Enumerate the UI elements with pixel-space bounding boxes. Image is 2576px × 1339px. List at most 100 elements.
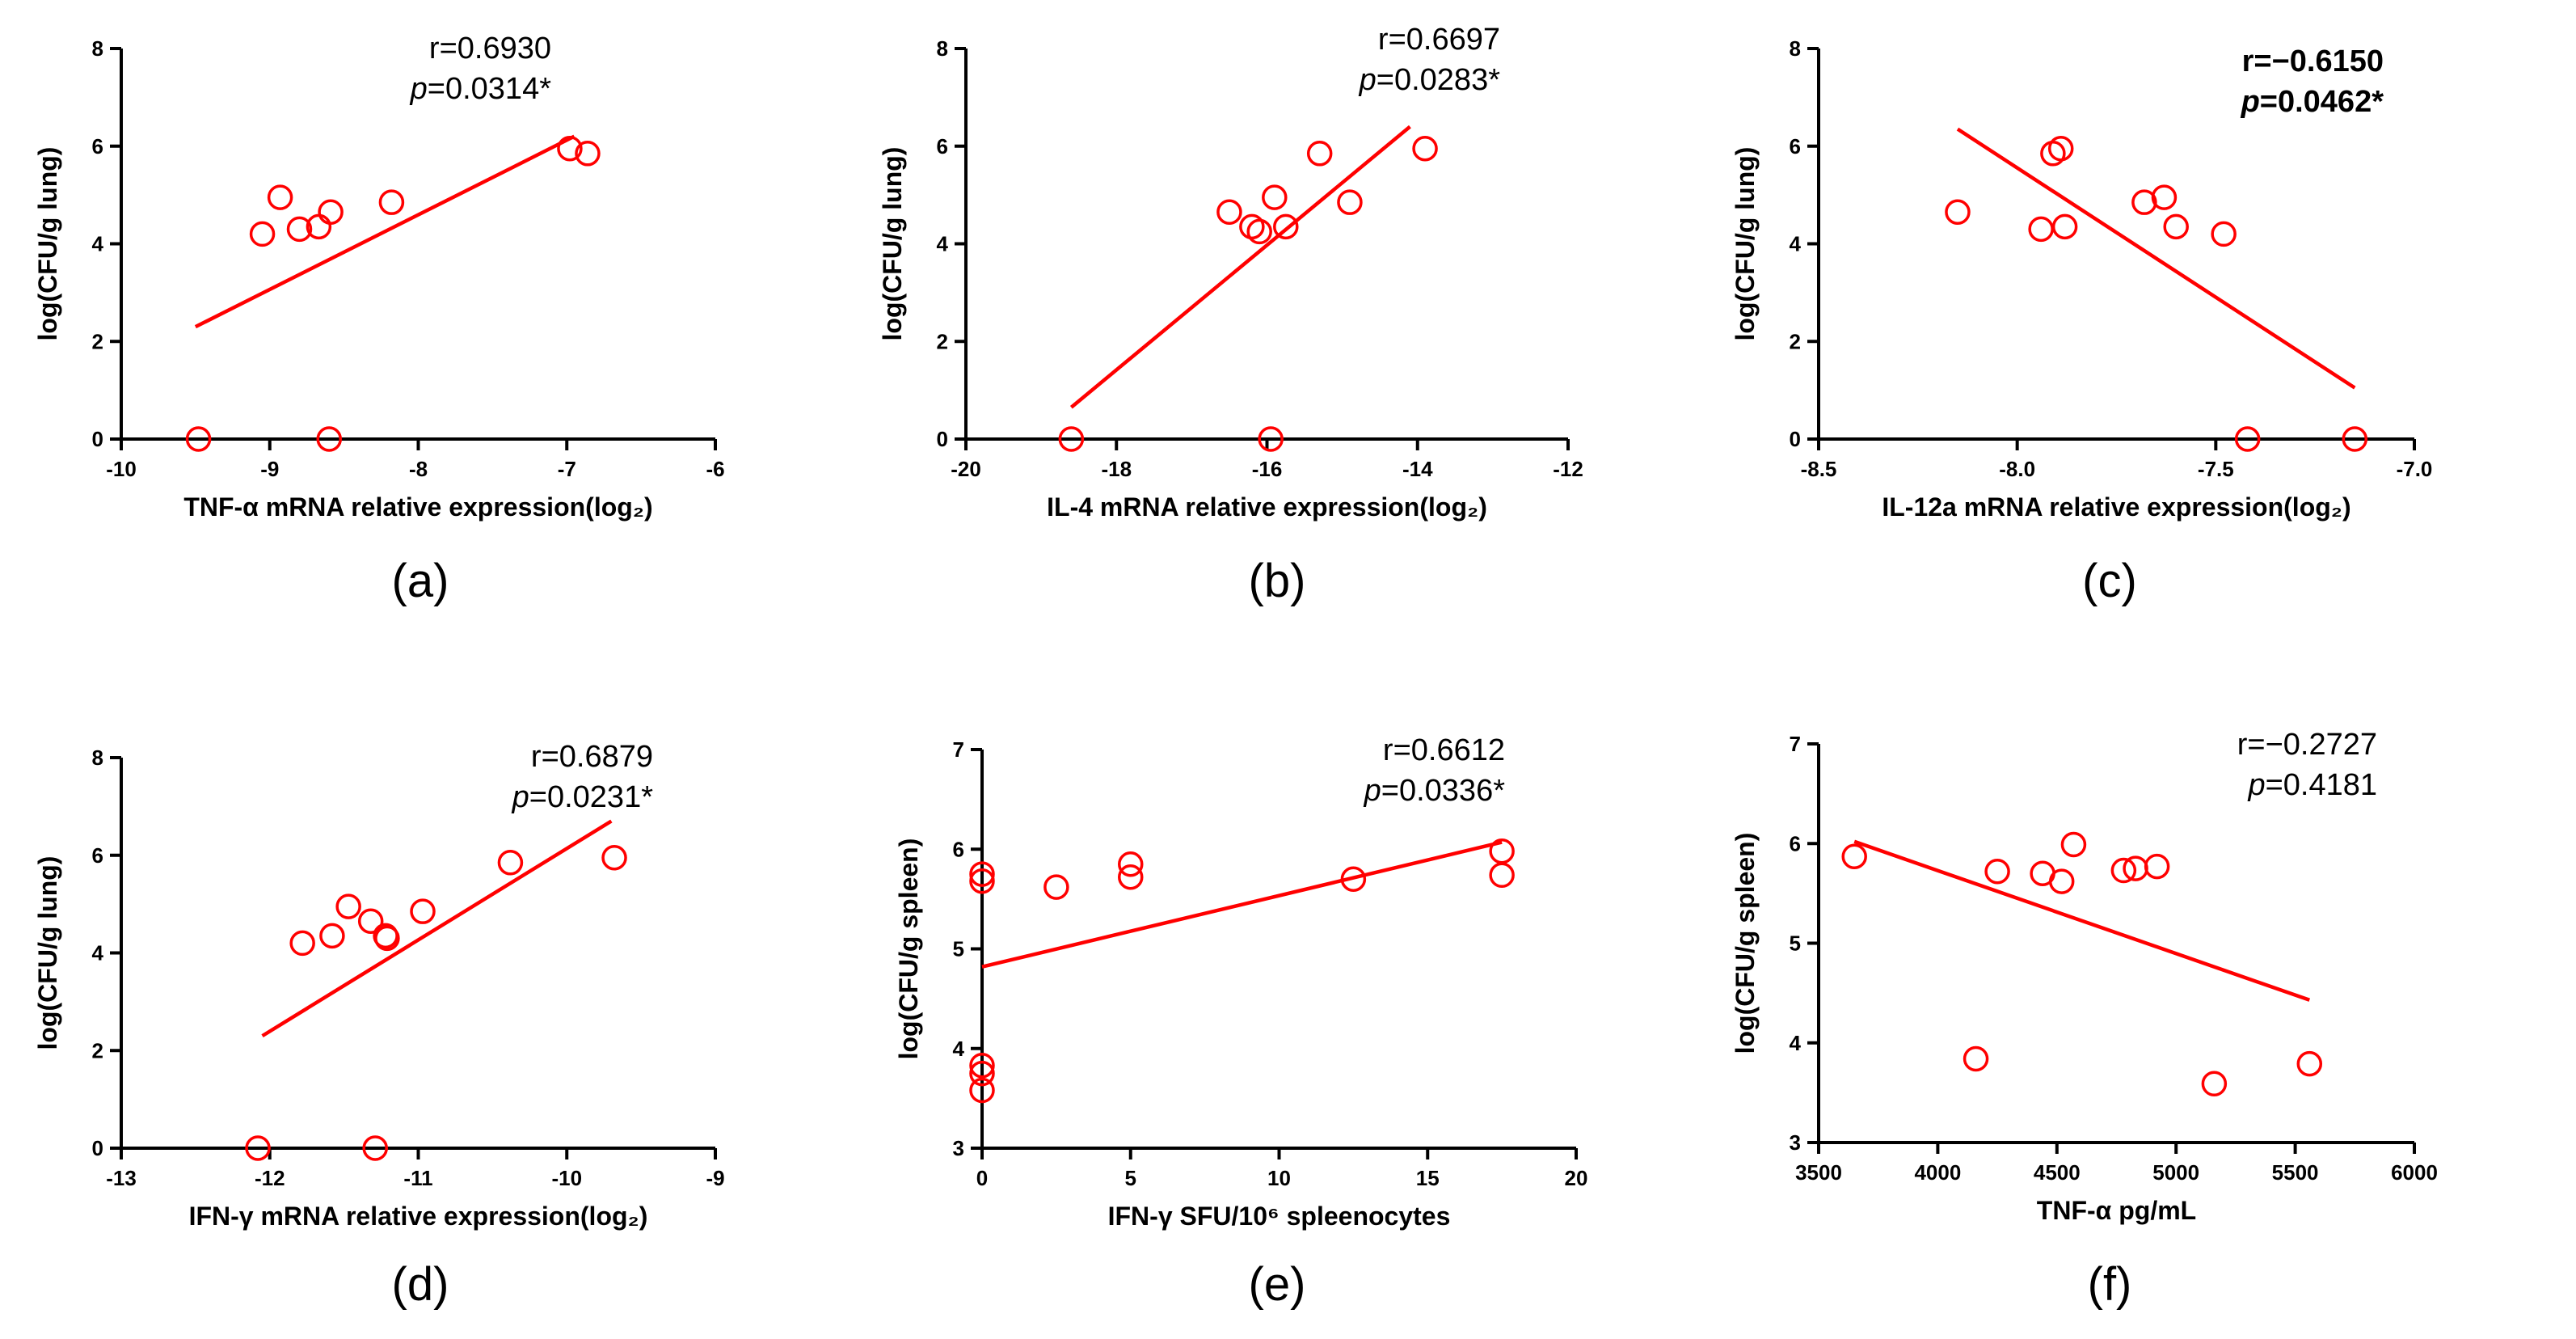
y-tick-label: 4 <box>92 232 104 256</box>
x-tick-label: -20 <box>951 457 981 481</box>
data-point <box>2211 221 2237 247</box>
data-point <box>1489 862 1515 889</box>
data-point <box>1963 1045 1989 1072</box>
x-axis-label: IFN-γ SFU/10⁶ spleenocytes <box>1108 1202 1451 1231</box>
y-tick-label: 4 <box>92 941 104 965</box>
p-value: =0.0462* <box>2260 85 2384 119</box>
data-point <box>289 930 315 957</box>
regression-line <box>261 819 613 1038</box>
y-axis-label: log(CFU/g lung) <box>33 147 62 341</box>
data-point <box>1239 213 1265 240</box>
data-point <box>318 199 344 226</box>
data-point <box>1306 141 1333 167</box>
y-tick-label: 5 <box>1790 931 1801 956</box>
x-axis-label: IL-4 mRNA relative expression(log₂) <box>1047 492 1487 522</box>
y-tick-label: 6 <box>953 837 964 861</box>
data-point <box>335 893 361 919</box>
x-tick-label: 6000 <box>2391 1160 2438 1185</box>
x-tick-label: -10 <box>551 1166 582 1190</box>
y-tick-label: 8 <box>937 36 948 61</box>
regression-line <box>194 134 575 329</box>
y-tick-label: 8 <box>92 36 103 61</box>
data-point <box>286 216 313 243</box>
data-point <box>362 1135 388 1161</box>
p-symbol: p <box>1364 774 1381 808</box>
data-point <box>357 908 384 935</box>
p-symbol: p <box>2241 85 2260 119</box>
x-tick-label: -7 <box>558 457 576 481</box>
y-tick-label: 4 <box>953 1037 965 1061</box>
x-tick-label: 5 <box>1125 1166 1136 1190</box>
data-point <box>319 923 345 949</box>
data-point <box>1258 426 1284 452</box>
y-tick-label: 4 <box>1790 1031 1802 1055</box>
data-point <box>374 925 400 952</box>
x-axis-label: TNF-α mRNA relative expression(log₂) <box>183 492 652 522</box>
y-tick-label: 4 <box>1790 232 1802 256</box>
panel-e: 3 4 5 6 7 0 5 10 15 20 IFN-γ SFU/10⁶ spleenocytes l… <box>894 733 1587 1311</box>
r-value-label: r=0.6612 <box>1383 733 1505 767</box>
r-value-label: r=−0.2727 <box>2237 728 2377 762</box>
x-tick-label: 5000 <box>2152 1160 2199 1185</box>
x-tick-label: -8.0 <box>1999 457 2035 481</box>
regression-line <box>981 840 1503 969</box>
x-tick-label: 20 <box>1565 1166 1588 1190</box>
data-point <box>1273 213 1299 240</box>
x-tick-label: 4500 <box>2034 1160 2081 1185</box>
x-tick-label: -18 <box>1101 457 1132 481</box>
data-point <box>1118 864 1144 890</box>
x-tick-label: -6 <box>706 457 724 481</box>
y-tick-label: 6 <box>1790 831 1801 855</box>
y-tick-label: 2 <box>937 329 948 353</box>
data-point <box>969 1060 995 1087</box>
x-tick-label: -7.5 <box>2198 457 2234 481</box>
data-point <box>2131 189 2157 215</box>
data-point <box>185 426 212 452</box>
data-point <box>575 141 601 167</box>
x-tick-label: -8 <box>409 457 428 481</box>
regression-line <box>1853 839 2311 1002</box>
p-value: =0.0231* <box>529 780 653 814</box>
data-point <box>378 189 405 215</box>
data-point <box>1340 866 1367 892</box>
data-point <box>249 221 276 247</box>
data-point <box>601 845 627 871</box>
p-value-label: p=0.0462* <box>2241 85 2384 119</box>
x-tick-label: -12 <box>1553 457 1583 481</box>
data-point <box>245 1135 271 1161</box>
data-point <box>2151 184 2178 210</box>
data-point <box>2048 868 2075 894</box>
panel-b: 0 2 4 6 8 -20 -18 -16 -14 -12 IL-4 mRNA relative e… <box>878 23 1583 607</box>
p-value-label: p=0.0283* <box>1359 63 1501 97</box>
data-point <box>2040 141 2066 167</box>
y-tick-label: 6 <box>937 134 948 158</box>
p-value-label: p=0.4181 <box>2247 768 2377 802</box>
r-value-label: r=0.6879 <box>531 740 653 774</box>
y-axis-label: log(CFU/g lung) <box>1731 147 1760 341</box>
x-tick-label: 4000 <box>1914 1160 1961 1185</box>
y-tick-label: 5 <box>953 937 964 961</box>
x-tick-label: 0 <box>976 1166 988 1190</box>
data-point <box>969 1052 995 1079</box>
x-tick-label: 3500 <box>1795 1160 1842 1185</box>
panel-f: 3 4 5 6 7 3500 4000 4500 5000 5500 6000 TNF-α pg/mL… <box>1731 728 2438 1311</box>
y-tick-label: 2 <box>92 1038 103 1062</box>
data-point <box>2144 853 2170 880</box>
p-value: =0.0314* <box>428 72 551 106</box>
data-point <box>1043 874 1069 900</box>
x-tick-label: -11 <box>403 1166 432 1190</box>
data-point <box>1945 199 1971 226</box>
y-axis-label: log(CFU/g lung) <box>33 856 62 1050</box>
data-point <box>267 184 293 210</box>
data-point <box>2201 1071 2228 1097</box>
x-tick-label: -9 <box>706 1166 724 1190</box>
y-tick-label: 2 <box>1790 329 1801 353</box>
y-tick-label: 0 <box>92 1136 103 1160</box>
p-value: =0.4181 <box>2266 768 2377 802</box>
r-value-label: r=−0.6150 <box>2242 44 2384 78</box>
p-symbol: p <box>2247 768 2265 802</box>
data-point <box>1841 843 1867 870</box>
x-tick-label: -7.0 <box>2397 457 2433 481</box>
data-point <box>2234 426 2261 452</box>
y-axis-label: log(CFU/g lung) <box>878 147 907 341</box>
